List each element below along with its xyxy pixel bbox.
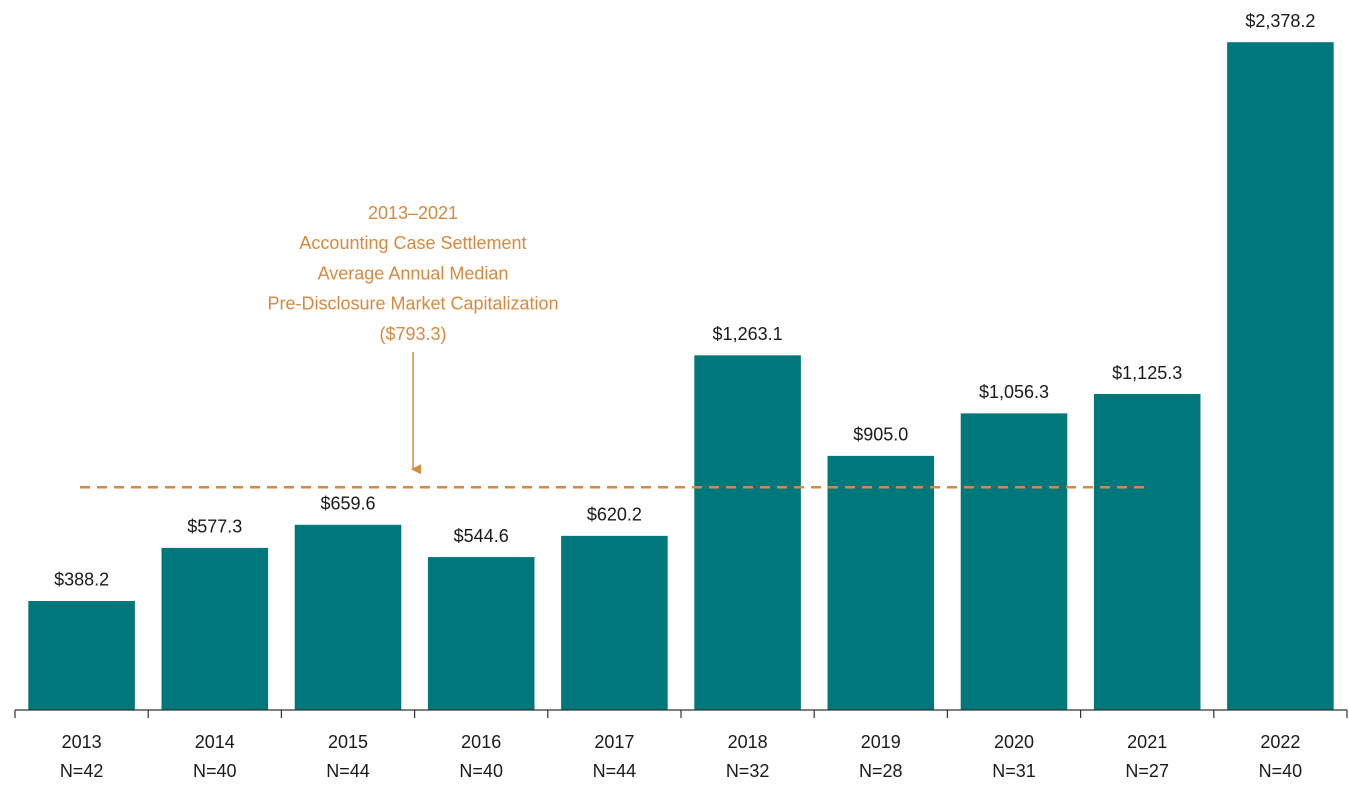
value-label: $659.6: [320, 494, 375, 514]
value-label: $1,263.1: [713, 324, 783, 344]
sample-size-label: N=44: [593, 761, 637, 781]
sample-size-label: N=32: [726, 761, 770, 781]
annotation-text: Pre-Disclosure Market Capitalization: [267, 294, 558, 314]
annotation-text: 2013–2021: [368, 203, 458, 223]
sample-size-label: N=40: [193, 761, 237, 781]
value-label: $1,056.3: [979, 382, 1049, 402]
bar: [1227, 42, 1334, 711]
sample-size-label: N=40: [459, 761, 503, 781]
value-label: $1,125.3: [1112, 363, 1182, 383]
bar: [28, 600, 135, 710]
sample-size-label: N=40: [1259, 761, 1303, 781]
x-tick-label: 2021: [1127, 732, 1167, 752]
x-tick-label: 2022: [1260, 732, 1300, 752]
sample-size-label: N=27: [1125, 761, 1169, 781]
bar: [561, 535, 668, 710]
bar: [1093, 394, 1201, 710]
sample-size-label: N=28: [859, 761, 903, 781]
bar: [161, 547, 269, 710]
annotation-text: Accounting Case Settlement: [299, 233, 526, 253]
x-tick-label: 2016: [461, 732, 501, 752]
annotation-text: Average Annual Median: [318, 263, 509, 283]
x-tick-label: 2015: [328, 732, 368, 752]
value-label: $905.0: [853, 425, 908, 445]
value-label: $620.2: [587, 505, 642, 525]
reference-label: ($793.3): [379, 324, 446, 344]
sample-size-label: N=44: [326, 761, 370, 781]
bar: [694, 355, 801, 710]
x-tick-label: 2017: [594, 732, 634, 752]
sample-size-label: N=31: [992, 761, 1036, 781]
x-tick-label: 2019: [861, 732, 901, 752]
bar: [827, 455, 935, 710]
value-label: $2,378.2: [1245, 11, 1315, 31]
sample-size-label: N=42: [60, 761, 104, 781]
value-label: $544.6: [454, 526, 509, 546]
value-label: $388.2: [54, 570, 109, 590]
value-label: $577.3: [187, 517, 242, 537]
bar: [960, 413, 1068, 710]
x-tick-label: 2018: [728, 732, 768, 752]
x-tick-label: 2014: [195, 732, 235, 752]
bar: [294, 524, 402, 710]
x-tick-label: 2020: [994, 732, 1034, 752]
bar: [427, 557, 535, 710]
x-tick-label: 2013: [62, 732, 102, 752]
